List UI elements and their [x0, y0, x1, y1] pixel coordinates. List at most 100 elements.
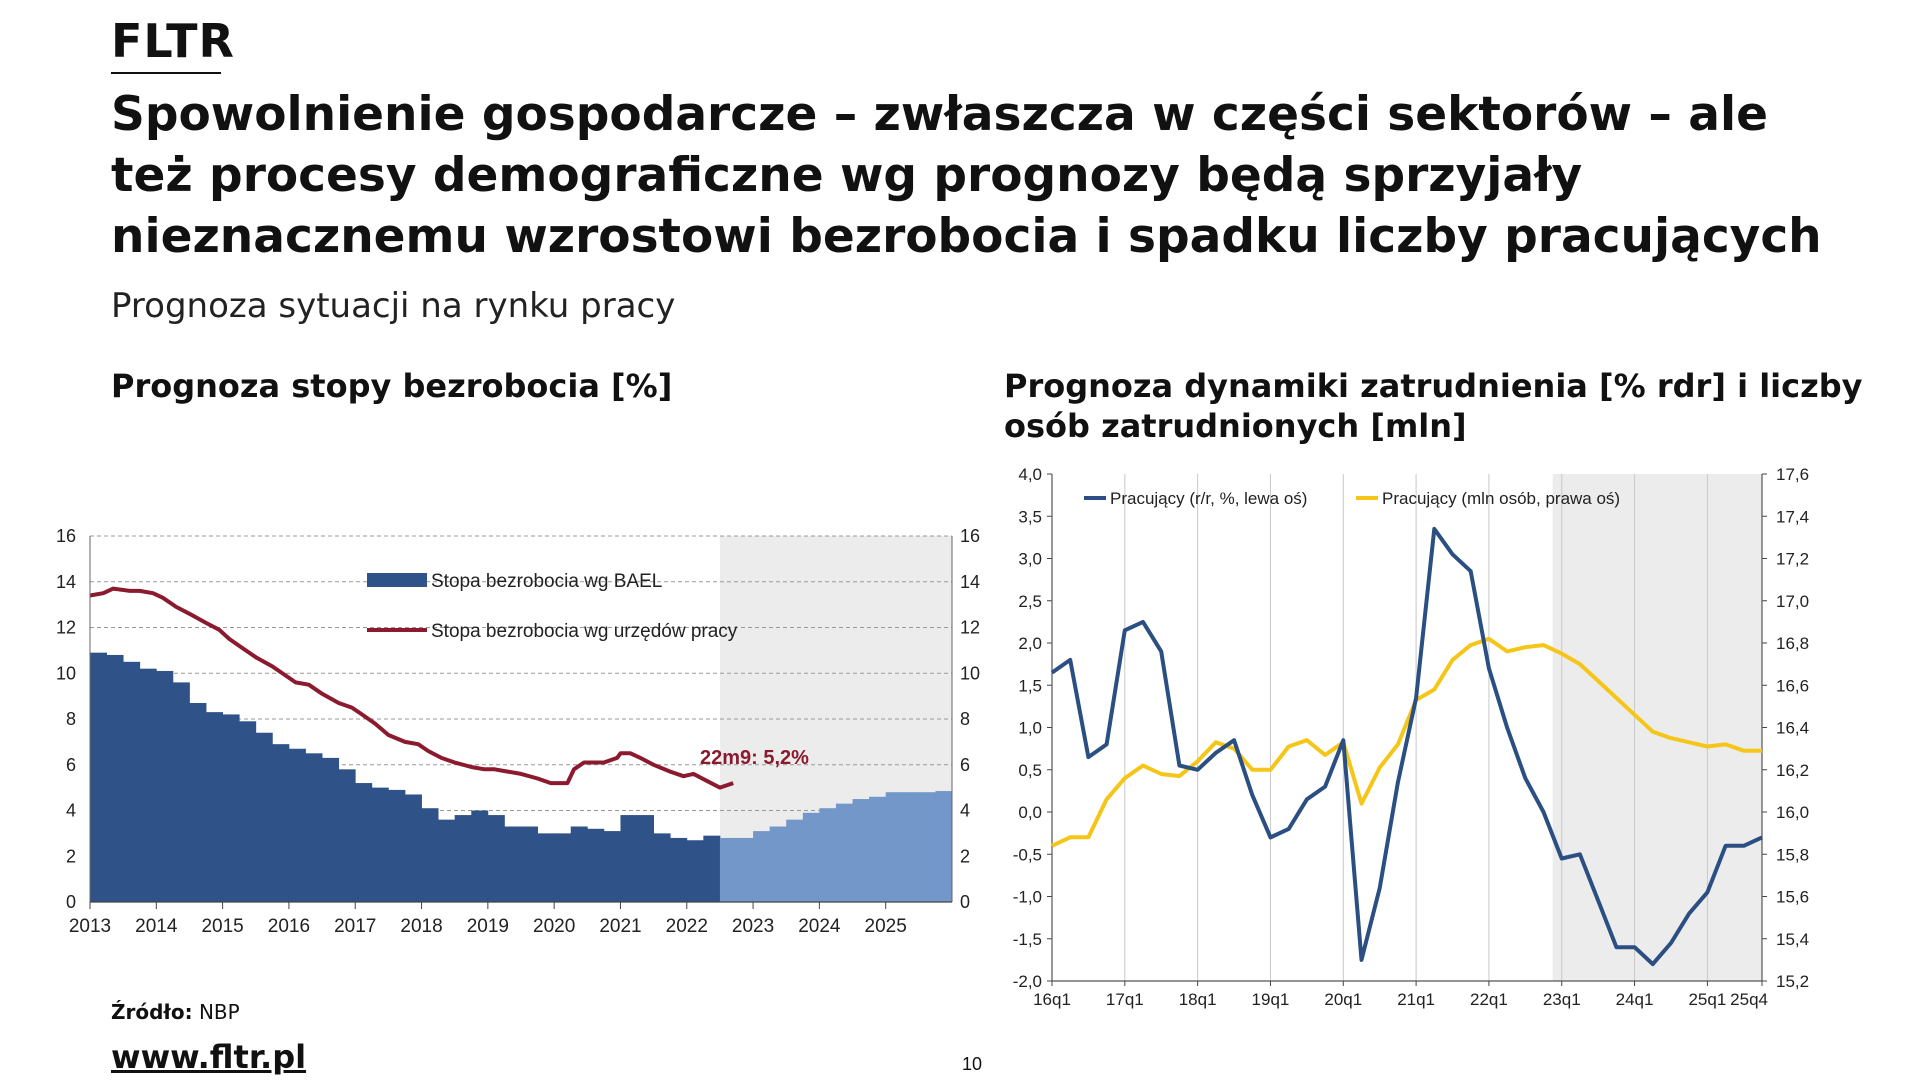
bar-bael	[404, 794, 422, 902]
x-tick-label: 2023	[732, 916, 774, 937]
y-tick-label-right: 16,8	[1776, 634, 1809, 653]
x-tick-label: 25q1	[1688, 990, 1726, 1009]
bar-bael	[885, 792, 903, 902]
bar-bael	[106, 654, 124, 902]
y-tick-label-left: 4	[66, 801, 76, 821]
x-tick-label: 2019	[467, 916, 509, 937]
bar-bael	[305, 753, 323, 902]
y-tick-label-left: 1,5	[1018, 676, 1042, 695]
bar-bael	[272, 744, 290, 902]
x-tick-label: 16q1	[1033, 990, 1071, 1009]
bar-bael	[835, 803, 853, 902]
page-number: 10	[962, 1054, 983, 1074]
bar-bael	[338, 769, 356, 902]
bar-bael	[587, 828, 605, 902]
bar-bael	[222, 714, 240, 902]
y-tick-label-left: 14	[56, 572, 76, 592]
y-tick-label-left: 3,0	[1018, 550, 1042, 569]
x-tick-label: 23q1	[1543, 990, 1581, 1009]
bar-bael	[670, 837, 688, 902]
legend-swatch-bael	[367, 573, 427, 587]
bar-bael	[902, 792, 920, 902]
bar-bael	[288, 748, 306, 902]
y-tick-label-left: 0,5	[1018, 761, 1042, 780]
x-tick-label: 2025	[865, 916, 907, 937]
bar-bael	[637, 815, 655, 902]
bar-bael	[703, 835, 721, 902]
page-subtitle: Prognoza sytuacji na rynku pracy	[111, 286, 676, 326]
bar-bael	[255, 732, 273, 902]
line-employed-mln	[1051, 636, 1762, 848]
bar-bael	[786, 819, 804, 902]
y-tick-label-left: 16	[56, 526, 76, 546]
x-tick-label: 2020	[533, 916, 575, 937]
y-tick-label-right: 15,6	[1776, 888, 1809, 907]
unemployment-chart: 0 0 2 2 4 4 6 6 8 8 10 10 12 12 14 14 16 16 2013 2014 2015 20…	[56, 526, 980, 937]
bar-bael	[322, 757, 340, 902]
y-tick-label-left: 3,5	[1018, 507, 1042, 526]
page-title: Spowolnienie gospodarcze – zwłaszcza w c…	[111, 87, 1822, 264]
bar-bael	[819, 808, 837, 902]
y-tick-label-right: 15,4	[1776, 930, 1809, 949]
bar-bael	[935, 791, 953, 902]
website-link[interactable]: www.fltr.pl	[111, 1038, 307, 1076]
source-value: NBP	[198, 1000, 240, 1024]
bar-bael	[156, 670, 174, 902]
x-tick-label: 2018	[400, 916, 442, 937]
x-tick-label: 25q4	[1730, 990, 1768, 1009]
y-tick-label-right: 0	[960, 892, 970, 912]
bar-bael	[521, 826, 538, 902]
x-tick-label: 20q1	[1324, 990, 1362, 1009]
bar-bael	[388, 789, 406, 902]
x-tick-label: 22q1	[1470, 990, 1508, 1009]
y-tick-label-right: 16,4	[1776, 719, 1809, 738]
y-tick-label-right: 16,0	[1776, 803, 1809, 822]
y-tick-label-right: 17,0	[1776, 592, 1809, 611]
bar-bael	[471, 810, 489, 902]
y-tick-label-right: 15,8	[1776, 845, 1809, 864]
y-tick-label-left: 2	[66, 846, 76, 866]
forecast-area	[1552, 474, 1762, 981]
y-tick-label-right: 16	[960, 526, 980, 546]
chart2-title: Prognoza dynamiki zatrudnienia [% rdr] i…	[1004, 367, 1863, 445]
y-tick-label-left: -1,0	[1013, 888, 1042, 907]
source-note: Źródło: NBP	[111, 1000, 240, 1024]
bar-bael	[421, 808, 439, 902]
bar-bael	[504, 826, 522, 902]
y-tick-label-right: 14	[960, 572, 980, 592]
bar-bael	[686, 840, 704, 902]
x-tick-label: 2014	[135, 916, 178, 937]
x-tick-label: 2021	[599, 916, 641, 937]
x-tick-label: 2015	[201, 916, 243, 937]
bar-bael	[90, 652, 107, 902]
bar-bael	[487, 815, 505, 902]
bar-bael	[239, 721, 257, 902]
y-tick-label-left: 8	[66, 709, 76, 729]
bar-bael	[719, 837, 737, 902]
bar-bael	[736, 837, 754, 902]
x-tick-label: 24q1	[1616, 990, 1654, 1009]
y-tick-label-right: 16,2	[1776, 761, 1809, 780]
bar-bael	[852, 799, 870, 902]
x-tick-label: 2024	[798, 916, 841, 937]
bar-bael	[753, 831, 771, 902]
bar-bael	[438, 819, 456, 902]
x-tick-label: 2016	[268, 916, 310, 937]
bar-bael	[653, 833, 671, 902]
bar-bael	[620, 815, 638, 902]
y-tick-label-left: -2,0	[1013, 972, 1042, 991]
bar-bael	[537, 833, 555, 902]
y-tick-label-right: 4	[960, 801, 970, 821]
legend-label-bael: Stopa bezrobocia wg BAEL	[431, 571, 662, 592]
bar-bael	[355, 783, 373, 902]
y-tick-label-left: 1,0	[1018, 719, 1042, 738]
y-tick-label-right: 2	[960, 846, 970, 866]
y-tick-label-right: 17,4	[1776, 507, 1809, 526]
legend-label-registered: Stopa bezrobocia wg urzędów pracy	[431, 621, 738, 642]
x-tick-label: 2017	[334, 916, 376, 937]
bar-bael	[554, 833, 572, 902]
bar-bael	[869, 796, 887, 902]
bar-bael	[371, 787, 389, 902]
logo-underline	[111, 72, 221, 74]
x-tick-label: 21q1	[1397, 990, 1435, 1009]
